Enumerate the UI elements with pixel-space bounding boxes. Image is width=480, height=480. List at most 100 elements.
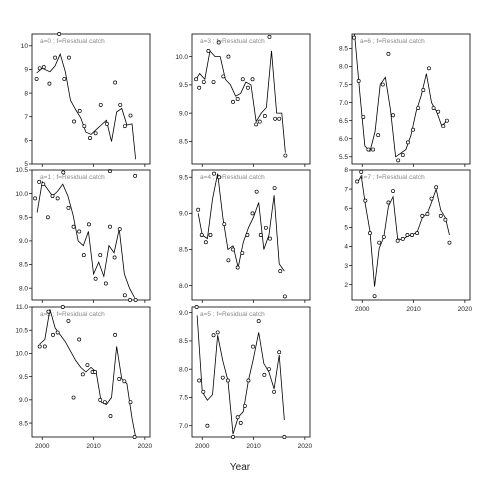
data-point <box>444 118 449 123</box>
y-tick-label: 10.5 <box>15 167 28 174</box>
y-tick-label: 7.5 <box>179 395 188 402</box>
data-point <box>283 153 288 158</box>
y-tick-label: 8.0 <box>179 283 188 290</box>
data-point <box>199 233 204 237</box>
panel-title: a=5 ; f=Residual catch <box>200 311 265 318</box>
data-point <box>128 113 133 118</box>
fit-line <box>196 315 285 435</box>
data-point <box>205 423 210 428</box>
data-point <box>235 265 240 270</box>
data-point <box>51 332 55 337</box>
data-point <box>41 182 46 187</box>
data-point <box>282 294 287 299</box>
data-point <box>206 49 211 53</box>
data-point <box>242 403 247 408</box>
data-point <box>231 435 235 439</box>
y-tick-label: 7.0 <box>179 423 188 430</box>
data-point <box>98 253 103 258</box>
data-point <box>88 136 92 140</box>
y-tick-label: 6.0 <box>339 136 348 143</box>
data-point <box>113 80 118 85</box>
data-point <box>267 367 271 372</box>
data-point <box>86 222 91 227</box>
fit-line <box>36 52 137 160</box>
data-point <box>208 233 213 237</box>
data-point <box>33 196 38 201</box>
panel-a0: a=0 ; f=Residual catch 5 6 7 8 9 10 <box>21 32 151 178</box>
y-tick-label: 9.5 <box>179 174 188 181</box>
data-point <box>132 435 137 439</box>
panel-title: a=3 ; f=Residual catch <box>200 38 265 45</box>
y-tick-label: 9.5 <box>179 82 188 89</box>
data-point <box>194 77 199 82</box>
y-tick-label: 3 <box>344 263 348 270</box>
data-point <box>34 76 39 81</box>
panel-a7: a=7 ; f=Residual catch 2 3 4 5 6 7 8 2000 2010 202… <box>344 167 472 313</box>
panel-a1: a=1 ; f=Residual catch 8.0 8.5 9.0 9.5 10.0 10… <box>15 167 151 303</box>
y-tick-label: 5 <box>344 225 348 232</box>
data-point <box>37 344 42 349</box>
y-tick-label: 11.0 <box>16 304 29 311</box>
data-point <box>246 378 251 383</box>
data-point <box>112 255 117 260</box>
data-point <box>77 229 82 234</box>
data-point <box>363 198 368 203</box>
data-point <box>122 379 127 384</box>
data-point <box>438 213 443 218</box>
data-point <box>85 363 90 367</box>
data-point <box>420 213 425 218</box>
data-point <box>220 375 225 380</box>
data-point <box>263 225 268 230</box>
panel-title: a=1 ; f=Residual catch <box>40 174 105 181</box>
data-point <box>71 224 76 229</box>
y-tick-label: 10.5 <box>15 327 28 334</box>
data-point <box>45 215 50 220</box>
x-tick-label: 2020 <box>458 306 473 313</box>
data-point <box>102 400 107 405</box>
data-point <box>226 258 231 263</box>
data-point <box>366 147 371 152</box>
data-point <box>66 55 71 60</box>
y-tick-label: 9.5 <box>19 374 28 381</box>
fit-line <box>197 173 285 272</box>
x-axis-title: Year <box>230 462 251 473</box>
data-point <box>245 233 250 237</box>
data-point <box>356 78 361 83</box>
data-point <box>278 269 283 274</box>
data-point <box>98 102 103 107</box>
panel-frame <box>31 169 151 301</box>
x-tick-label: 2000 <box>195 443 210 450</box>
y-tick-label: 7 <box>24 114 28 121</box>
data-point <box>66 318 71 323</box>
panel-frame <box>31 306 151 438</box>
x-tick-label: 2010 <box>246 443 261 450</box>
data-point <box>53 55 58 60</box>
y-tick-label: 7.0 <box>339 100 348 107</box>
data-point <box>436 109 441 114</box>
y-tick-label: 8.5 <box>179 338 188 345</box>
data-point <box>117 227 122 232</box>
panel-frame <box>191 33 311 165</box>
data-point <box>361 115 366 120</box>
data-point <box>77 108 82 113</box>
data-point <box>93 131 98 136</box>
data-point <box>37 66 42 71</box>
data-point <box>405 233 410 237</box>
data-point <box>194 305 199 309</box>
panel-title: a=2 ; f=Residual catch <box>40 311 105 318</box>
y-tick-label: 2 <box>344 282 348 289</box>
data-point <box>82 124 87 129</box>
data-point <box>225 378 230 383</box>
data-point <box>215 330 220 335</box>
data-point <box>250 77 255 82</box>
y-tick-label: 8.0 <box>179 366 188 373</box>
data-point <box>376 133 381 138</box>
y-tick-label: 8.5 <box>19 420 28 427</box>
fit-line <box>36 180 135 298</box>
data-point <box>133 298 138 302</box>
data-point <box>50 194 55 198</box>
y-tick-label: 8.5 <box>19 262 28 269</box>
data-point <box>427 66 431 71</box>
y-tick-label: 8.5 <box>179 139 188 146</box>
